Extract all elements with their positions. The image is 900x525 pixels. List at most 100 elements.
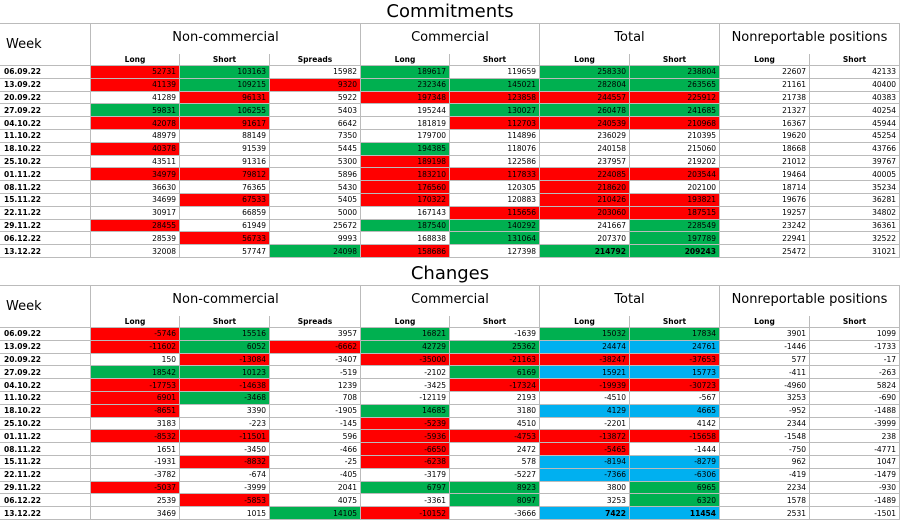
group-header: Nonreportable positions bbox=[720, 286, 900, 316]
value-cell: -2102 bbox=[361, 366, 450, 380]
value-cell: -6306 bbox=[630, 468, 720, 482]
week-cell: 06.12.22 bbox=[0, 494, 91, 508]
value-cell: 2472 bbox=[450, 443, 540, 456]
week-cell: 22.11.22 bbox=[0, 206, 91, 220]
value-cell: -3999 bbox=[810, 417, 900, 431]
sub-header: Spreads bbox=[270, 54, 361, 66]
value-cell: 34802 bbox=[810, 206, 900, 220]
week-cell: 15.11.22 bbox=[0, 194, 91, 207]
week-cell: 04.10.22 bbox=[0, 379, 91, 392]
sub-header: Short bbox=[180, 54, 270, 66]
value-cell: 41139 bbox=[91, 78, 180, 92]
value-cell: 39767 bbox=[810, 155, 900, 169]
table-title: Changes bbox=[0, 262, 900, 286]
value-cell: 197789 bbox=[630, 232, 720, 246]
value-cell: 34979 bbox=[91, 168, 180, 182]
value-cell: 6901 bbox=[91, 392, 180, 405]
value-cell: 150 bbox=[91, 353, 180, 367]
group-header: Total bbox=[540, 24, 720, 54]
value-cell: -674 bbox=[180, 468, 270, 482]
week-cell: 11.10.22 bbox=[0, 392, 91, 405]
week-cell: 18.10.22 bbox=[0, 404, 91, 418]
value-cell: 88149 bbox=[180, 130, 270, 143]
value-cell: 15921 bbox=[540, 366, 630, 380]
value-cell: 145021 bbox=[450, 78, 540, 92]
value-cell: 140292 bbox=[450, 219, 540, 233]
week-cell: 29.11.22 bbox=[0, 481, 91, 495]
value-cell: 194385 bbox=[361, 142, 450, 156]
group-header: Non-commercial bbox=[91, 286, 361, 316]
value-cell: 91539 bbox=[180, 142, 270, 156]
value-cell: 48979 bbox=[91, 130, 180, 143]
value-cell: 6965 bbox=[630, 481, 720, 495]
value-cell: 197348 bbox=[361, 91, 450, 105]
sub-header: Long bbox=[720, 54, 810, 66]
value-cell: -3468 bbox=[180, 392, 270, 405]
value-cell: 15982 bbox=[270, 66, 361, 79]
value-cell: 21738 bbox=[720, 91, 810, 105]
value-cell: -145 bbox=[270, 417, 361, 431]
group-header: Commercial bbox=[361, 286, 540, 316]
week-cell: 29.11.22 bbox=[0, 219, 91, 233]
value-cell: 15516 bbox=[180, 328, 270, 341]
value-cell: 91316 bbox=[180, 155, 270, 169]
value-cell: 123858 bbox=[450, 91, 540, 105]
value-cell: 210968 bbox=[630, 117, 720, 130]
value-cell: 91617 bbox=[180, 117, 270, 130]
value-cell: -35000 bbox=[361, 353, 450, 367]
value-cell: -6650 bbox=[361, 443, 450, 456]
value-cell: -1905 bbox=[270, 404, 361, 418]
value-cell: -6662 bbox=[270, 340, 361, 354]
sub-header: Long bbox=[720, 316, 810, 328]
table-title: Commitments bbox=[0, 0, 900, 24]
value-cell: 241685 bbox=[630, 104, 720, 118]
value-cell: -12119 bbox=[361, 392, 450, 405]
value-cell: -466 bbox=[270, 443, 361, 456]
value-cell: 36361 bbox=[810, 219, 900, 233]
sub-header: Long bbox=[540, 316, 630, 328]
value-cell: 10123 bbox=[180, 366, 270, 380]
value-cell: 40254 bbox=[810, 104, 900, 118]
value-cell: 28455 bbox=[91, 219, 180, 233]
value-cell: 18542 bbox=[91, 366, 180, 380]
value-cell: -411 bbox=[720, 366, 810, 380]
week-cell: 01.11.22 bbox=[0, 430, 91, 444]
value-cell: 6797 bbox=[361, 481, 450, 495]
value-cell: -8194 bbox=[540, 456, 630, 469]
value-cell: 120305 bbox=[450, 181, 540, 194]
value-cell: 67533 bbox=[180, 194, 270, 207]
sub-header: Short bbox=[450, 54, 540, 66]
value-cell: 237957 bbox=[540, 155, 630, 169]
value-cell: 61949 bbox=[180, 219, 270, 233]
value-cell: -1444 bbox=[630, 443, 720, 456]
value-cell: 241667 bbox=[540, 219, 630, 233]
value-cell: 5896 bbox=[270, 168, 361, 182]
value-cell: 43766 bbox=[810, 142, 900, 156]
value-cell: 962 bbox=[720, 456, 810, 469]
week-cell: 13.09.22 bbox=[0, 340, 91, 354]
value-cell: 36281 bbox=[810, 194, 900, 207]
value-cell: 2234 bbox=[720, 481, 810, 495]
value-cell: 23242 bbox=[720, 219, 810, 233]
value-cell: 18714 bbox=[720, 181, 810, 194]
value-cell: 31021 bbox=[810, 245, 900, 258]
sub-header: Short bbox=[630, 316, 720, 328]
week-cell: 27.09.22 bbox=[0, 366, 91, 380]
value-cell: 167143 bbox=[361, 206, 450, 220]
value-cell: 9320 bbox=[270, 78, 361, 92]
value-cell: -5936 bbox=[361, 430, 450, 444]
value-cell: 28539 bbox=[91, 232, 180, 246]
week-cell: 20.09.22 bbox=[0, 353, 91, 367]
value-cell: 6169 bbox=[450, 366, 540, 380]
value-cell: -8832 bbox=[180, 456, 270, 469]
value-cell: 5430 bbox=[270, 181, 361, 194]
value-cell: 19257 bbox=[720, 206, 810, 220]
value-cell: 15773 bbox=[630, 366, 720, 380]
value-cell: 25472 bbox=[720, 245, 810, 258]
value-cell: 7350 bbox=[270, 130, 361, 143]
value-cell: 131064 bbox=[450, 232, 540, 246]
value-cell: 189198 bbox=[361, 155, 450, 169]
week-cell: 13.12.22 bbox=[0, 245, 91, 258]
value-cell: -30723 bbox=[630, 379, 720, 392]
